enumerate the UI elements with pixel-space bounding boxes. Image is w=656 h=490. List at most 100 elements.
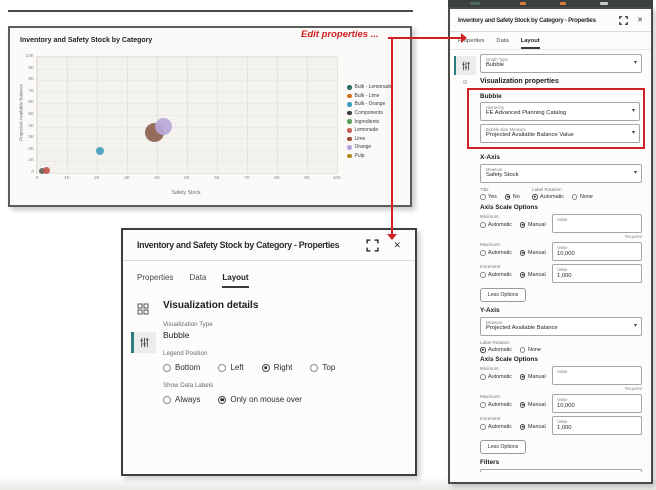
input-label: Value: [557, 266, 568, 272]
radio-none[interactable]: [571, 194, 578, 200]
x-axis-measure-dropdown[interactable]: Measure Safety Stock ▾: [480, 164, 642, 183]
radio-automatic[interactable]: [480, 222, 486, 228]
legend-label: Lemonade: [354, 127, 379, 134]
tab-properties[interactable]: Properties: [137, 273, 174, 282]
legend-item[interactable]: Lime: [347, 135, 392, 144]
radio-label: Left: [230, 363, 244, 372]
x-tick-label: 4K: [154, 176, 160, 181]
maximum-value-input[interactable]: Value 10,000: [552, 394, 642, 413]
radio-manual[interactable]: [519, 250, 526, 256]
x-maximum-group: Maximum Automatic Manual Value 10,000: [480, 242, 642, 261]
maximum-value-input[interactable]: Value 10,000: [552, 242, 642, 261]
radio-automatic[interactable]: [480, 250, 486, 256]
radio-automatic[interactable]: [480, 347, 486, 353]
legend-item[interactable]: Bulk - Lemonade: [347, 83, 392, 92]
y-tick-label: 2K: [28, 146, 34, 152]
hierarchy-dropdown[interactable]: Hierarchy FE Advanced Planning Catalog ▾: [480, 102, 640, 121]
radio-automatic[interactable]: [532, 194, 538, 200]
legend-label: Orange: [354, 144, 372, 151]
legend-position-label: Legend Position: [163, 350, 208, 357]
y-axis-scale-title: Axis Scale Options: [480, 356, 538, 363]
expand-icon[interactable]: [619, 15, 628, 25]
legend-item[interactable]: Pulp: [347, 152, 392, 161]
legend-dot: [347, 85, 352, 90]
visualization-settings-icon[interactable]: [130, 332, 156, 353]
radio-manual[interactable]: [519, 272, 526, 278]
legend-label: Lime: [354, 135, 366, 142]
legend-item[interactable]: Bulk - Orange: [347, 100, 392, 109]
radio-automatic[interactable]: [480, 272, 486, 278]
label-rotation-label: Label Rotation: [480, 340, 510, 345]
filters-levels-dropdown[interactable]: Levels ▾: [480, 469, 642, 472]
data-bubble-lemonade[interactable]: [43, 166, 51, 174]
toolbar-fragment: [560, 2, 566, 5]
minimum-value-input[interactable]: Value: [552, 214, 642, 233]
radio-none[interactable]: [519, 347, 526, 353]
bubble-section-title: Bubble: [480, 93, 502, 100]
legend-dot: [347, 136, 352, 142]
gridline: [307, 57, 308, 173]
increment-value-input[interactable]: Value 1,000: [552, 264, 642, 283]
required-note: Required: [625, 234, 642, 239]
rotation-radio-options: Automatic None: [532, 194, 601, 200]
less-options-button[interactable]: Less Options: [480, 440, 527, 454]
radio-manual[interactable]: [519, 374, 526, 380]
radio-yes[interactable]: [480, 194, 486, 200]
radio-automatic[interactable]: [480, 402, 486, 408]
y-tick-label: 5K: [28, 112, 34, 117]
minimum-value-input[interactable]: Value: [552, 366, 642, 385]
radio-manual[interactable]: [519, 424, 526, 430]
radio-always[interactable]: [163, 395, 171, 404]
data-bubble-orange[interactable]: [154, 117, 172, 135]
legend-item[interactable]: Orange: [347, 143, 392, 152]
y-axis-measure-dropdown[interactable]: Measure Projected Available Balance ▾: [480, 317, 642, 336]
gridline: [37, 91, 337, 93]
radio-only-on-mouse-over[interactable]: [218, 395, 227, 404]
scale-label: Maximum: [480, 242, 500, 247]
chevron-down-icon: ▾: [633, 60, 637, 66]
radio-left[interactable]: [218, 363, 227, 372]
dropdown-label: Measure: [486, 167, 503, 172]
increment-value-input[interactable]: Value 1,000: [552, 416, 642, 435]
radio-label: Manual: [527, 222, 546, 228]
bubble-size-measure-dropdown[interactable]: Bubble Size Measure Projected Available …: [480, 124, 640, 143]
chevron-down-icon: ▾: [633, 323, 637, 329]
data-bubble-bulk-orange[interactable]: [96, 146, 104, 155]
scale-label: Increment: [480, 416, 501, 421]
legend-label: Pulp: [354, 153, 365, 160]
tab-data[interactable]: Data: [496, 38, 509, 44]
close-icon[interactable]: ✕: [393, 239, 401, 250]
radio-top[interactable]: [310, 363, 319, 372]
panel-title: Inventory and Safety Stock by Category -…: [458, 16, 596, 24]
less-options-button[interactable]: Less Options: [480, 288, 527, 302]
data-bubble-components[interactable]: [38, 168, 45, 175]
grid-icon[interactable]: [137, 302, 149, 320]
visualization-settings-icon[interactable]: [454, 56, 476, 75]
close-icon[interactable]: ✕: [637, 17, 643, 24]
radio-bottom[interactable]: [163, 363, 171, 372]
legend-item[interactable]: Bulk - Lime: [347, 92, 392, 101]
panel-tabs: Properties Data Layout: [450, 32, 651, 50]
radio-manual[interactable]: [519, 222, 526, 228]
graph-type-dropdown[interactable]: Graph Type Bubble ▾: [480, 54, 642, 73]
radio-no[interactable]: [504, 194, 511, 200]
annotation-arrowhead-down: [387, 234, 397, 240]
tab-layout[interactable]: Layout: [222, 273, 249, 288]
radio-label: Manual: [527, 402, 546, 408]
chevron-down-icon: ▾: [633, 170, 637, 176]
tab-data[interactable]: Data: [189, 273, 207, 282]
radio-right[interactable]: [261, 363, 270, 372]
expand-icon[interactable]: [366, 238, 380, 252]
gridline: [37, 115, 337, 116]
radio-manual[interactable]: [519, 402, 526, 408]
radio-automatic[interactable]: [480, 374, 486, 380]
tab-properties[interactable]: Properties: [458, 38, 485, 44]
legend-item[interactable]: Lemonade: [347, 126, 392, 135]
legend-item[interactable]: Components: [347, 109, 392, 118]
x-axis-scale-title: Axis Scale Options: [480, 204, 538, 211]
y-tick-label: 7K: [28, 88, 34, 94]
tab-layout[interactable]: Layout: [520, 38, 540, 49]
gear-icon[interactable]: ⚙: [462, 80, 468, 86]
radio-automatic[interactable]: [480, 424, 486, 430]
legend-item[interactable]: Ingredients: [347, 117, 392, 126]
